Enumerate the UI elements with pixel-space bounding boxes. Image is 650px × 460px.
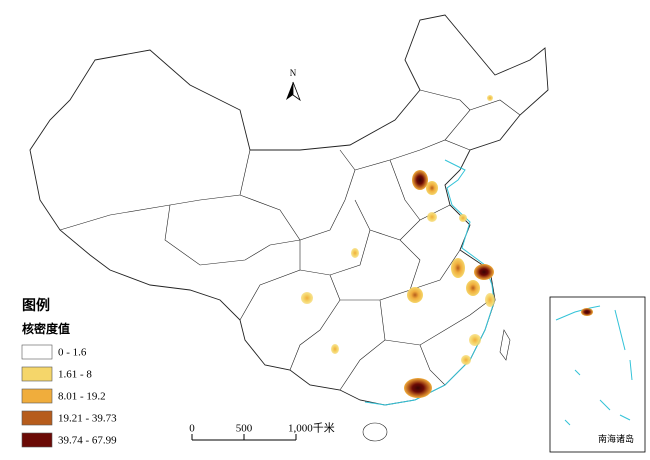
north-arrow-head — [292, 81, 301, 102]
legend-label: 1.61 - 8 — [58, 369, 92, 381]
scale-bar: 0 500 1,000千米 — [189, 422, 335, 441]
hotspot — [459, 214, 467, 222]
inset-frame — [549, 296, 646, 453]
legend-subtitle: 核密度值 — [22, 321, 70, 336]
hotspot — [487, 95, 493, 101]
legend-label: 0 - 1.6 — [58, 347, 87, 359]
hotspot — [427, 212, 437, 222]
hotspot — [412, 170, 428, 190]
country-outline — [29, 14, 549, 442]
hotspot — [404, 378, 432, 398]
north-arrow: N — [286, 68, 301, 102]
legend-title: 图例 — [22, 297, 50, 314]
hotspot — [469, 334, 481, 346]
legend-label: 39.74 - 67.99 — [58, 435, 117, 447]
north-arrow-head — [286, 82, 293, 100]
hotspot — [474, 264, 494, 280]
inset: 南海诸岛 — [549, 296, 646, 453]
hotspot — [461, 355, 471, 365]
hotspot — [407, 287, 423, 303]
scale-label: 500 — [236, 423, 253, 435]
density-hotspots — [301, 95, 495, 398]
legend-swatch — [21, 410, 53, 426]
legend: 图例 核密度值 0 - 1.6 1.61 - 8 8.01 - 19.2 19.21 … — [21, 297, 117, 448]
hotspot — [581, 308, 593, 316]
hotspot — [351, 248, 359, 258]
province-lines — [59, 89, 521, 391]
hotspot — [466, 280, 480, 296]
scale-label: 1,000千米 — [288, 422, 335, 435]
inset-label: 南海诸岛 — [598, 433, 634, 444]
legend-swatch — [21, 432, 53, 448]
hotspot — [485, 293, 495, 307]
legend-swatch — [21, 366, 53, 382]
hotspot — [451, 258, 465, 278]
hotspot — [426, 181, 438, 195]
hotspot — [301, 292, 313, 304]
legend-label: 19.21 - 39.73 — [58, 413, 117, 425]
scale-label: 0 — [189, 423, 195, 435]
legend-swatch — [21, 344, 53, 360]
legend-label: 8.01 - 19.2 — [58, 391, 106, 403]
north-label: N — [290, 68, 297, 78]
legend-swatch — [21, 388, 53, 404]
hotspot — [331, 344, 339, 354]
